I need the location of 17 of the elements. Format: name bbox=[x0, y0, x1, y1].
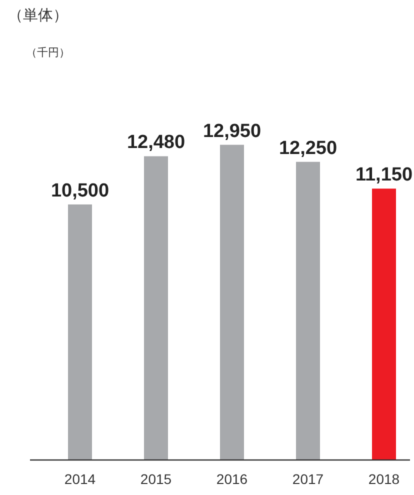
data-label: 12,480 bbox=[126, 132, 186, 154]
bar bbox=[144, 156, 168, 460]
data-label: 11,150 bbox=[355, 164, 413, 186]
data-label: 12,950 bbox=[202, 120, 262, 142]
bar bbox=[68, 204, 92, 460]
chart-title: （単体） bbox=[8, 7, 68, 24]
bar bbox=[220, 144, 244, 460]
x-tick-label: 2018 bbox=[368, 471, 400, 487]
text: （千円） bbox=[26, 46, 70, 59]
x-tick-label: 2016 bbox=[216, 471, 248, 487]
data-label: 10,500 bbox=[50, 180, 110, 202]
data-label: 12,250 bbox=[278, 138, 338, 159]
x-tick-label: 2014 bbox=[64, 471, 96, 487]
x-tick-label: 2017 bbox=[292, 471, 324, 487]
bar bbox=[372, 188, 396, 460]
bar bbox=[296, 162, 320, 460]
x-tick-label: 2015 bbox=[140, 471, 172, 487]
